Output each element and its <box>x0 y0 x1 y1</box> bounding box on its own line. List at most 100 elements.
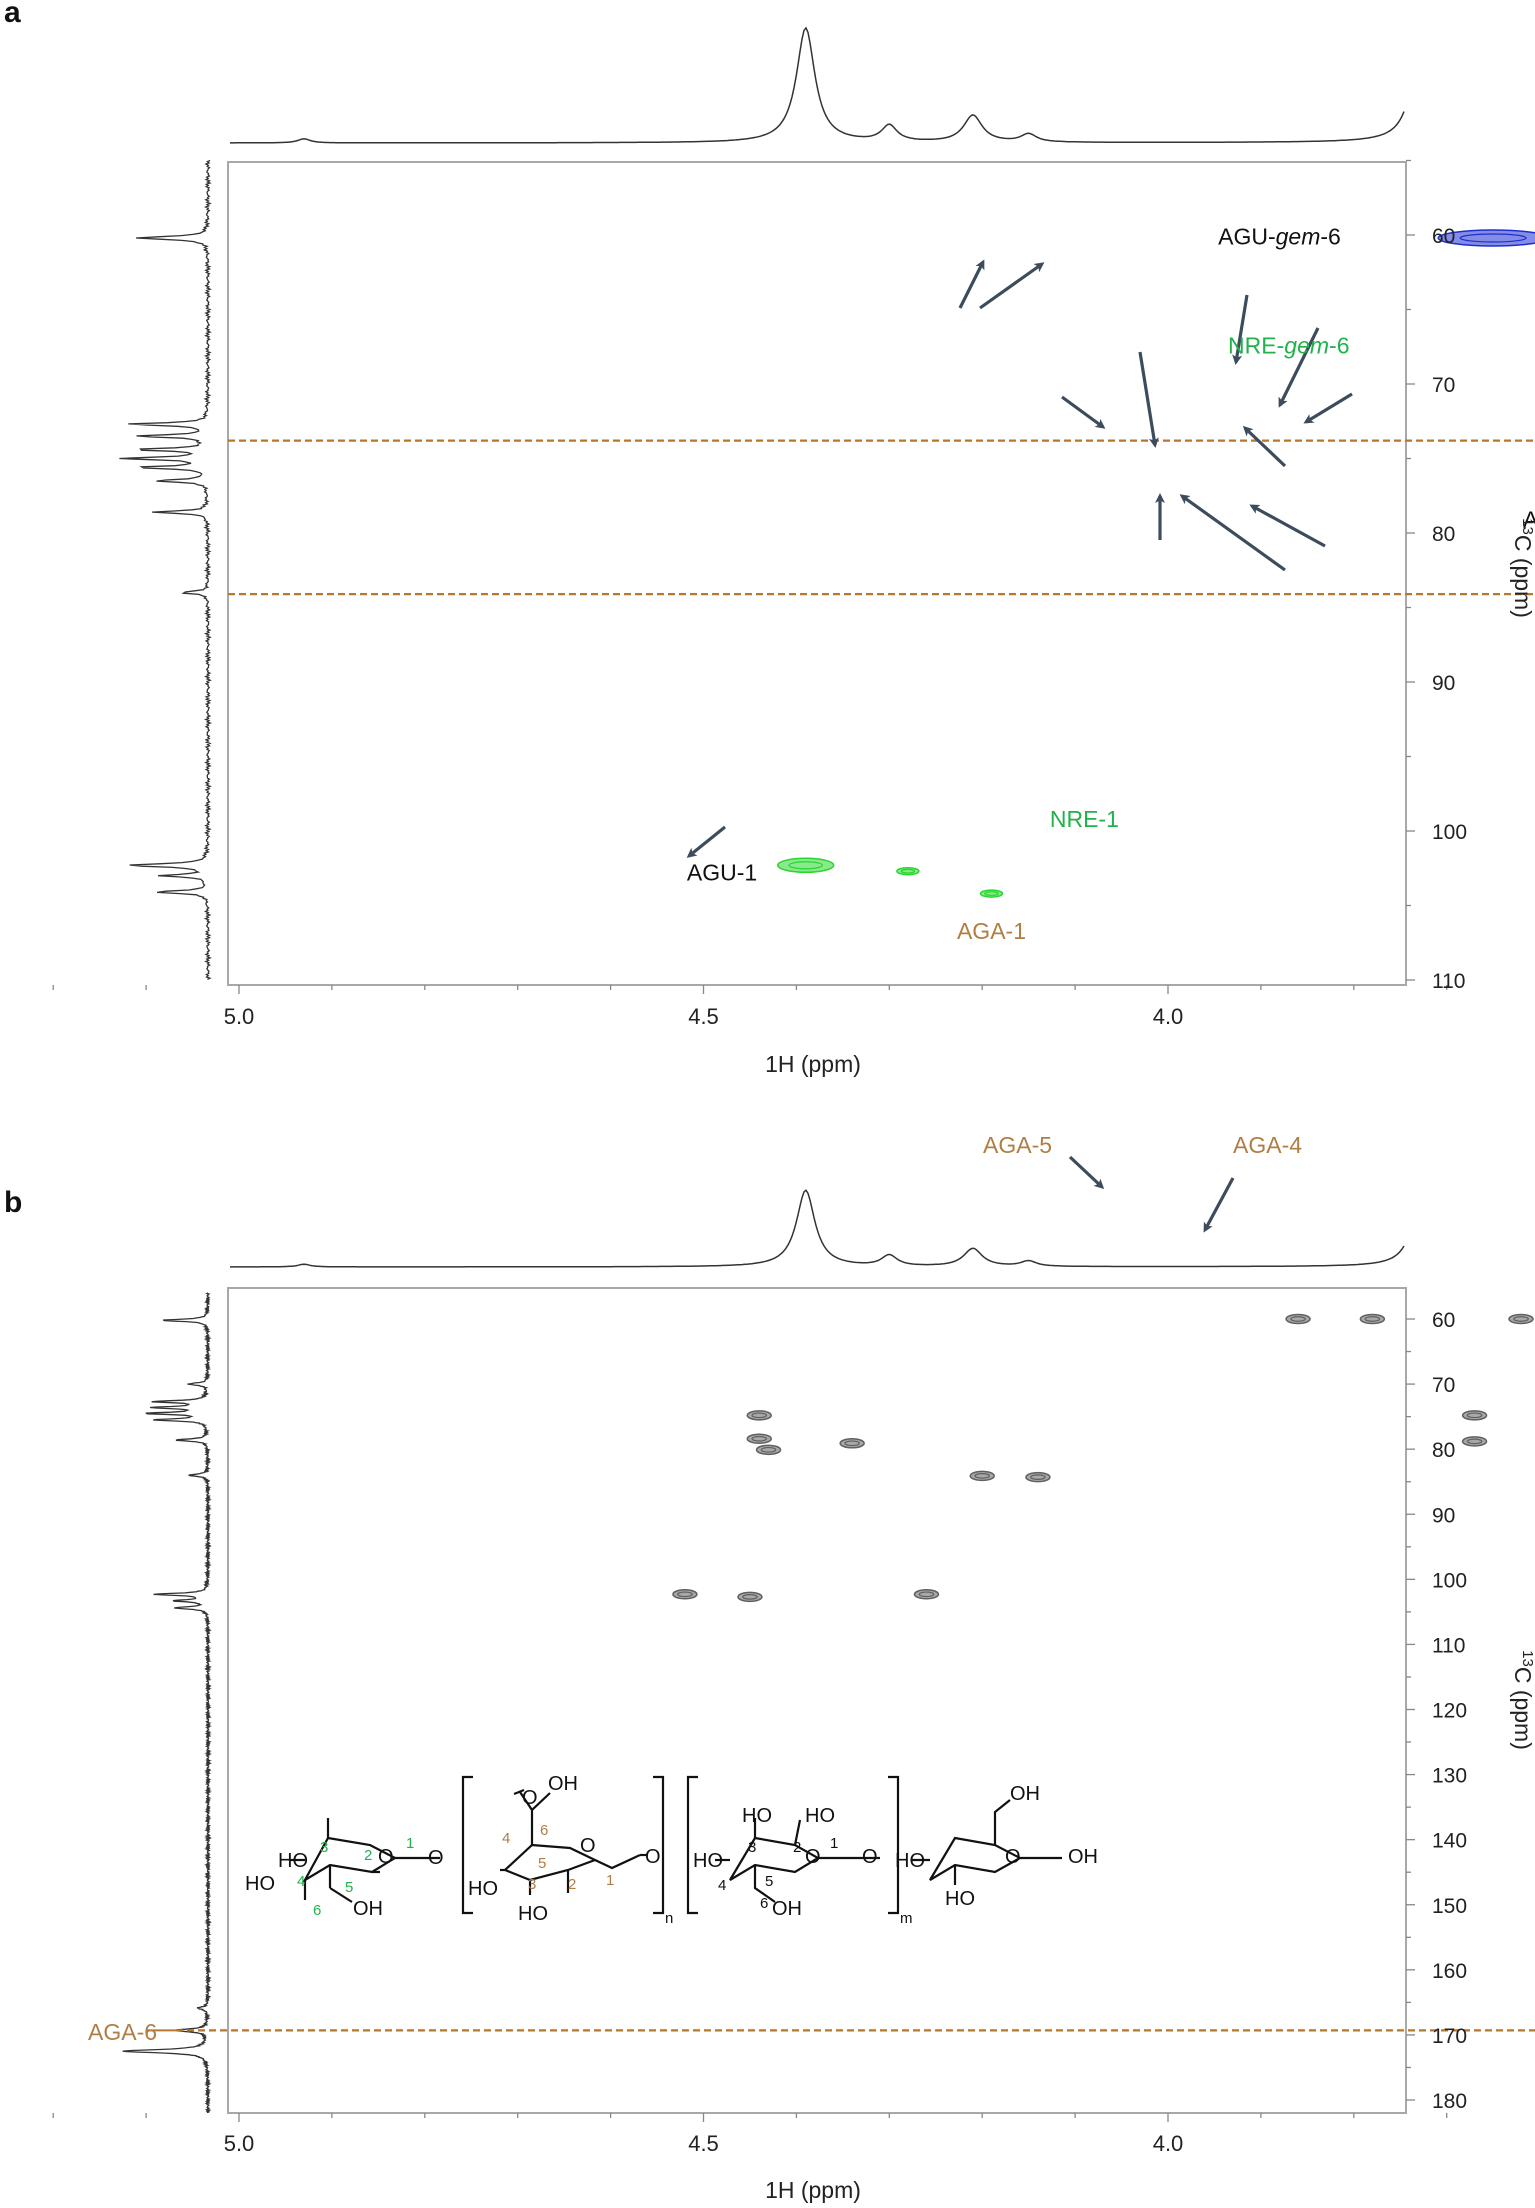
ring-agu <box>715 1818 860 1903</box>
structure-atom: 4 <box>502 1830 510 1847</box>
peak-gray <box>746 1433 772 1445</box>
structure-atom: 1 <box>606 1872 614 1889</box>
y-axis-label-sup-a: 13 <box>1519 518 1535 535</box>
structure-atom: OH <box>353 1898 383 1920</box>
arrow <box>1242 425 1287 468</box>
peak-blue <box>1437 229 1535 247</box>
y-tick-label: 60 <box>1432 1309 1455 1332</box>
structure-atom: 3 <box>748 1839 756 1856</box>
y-axis-label-sup-b: 13 <box>1519 1650 1535 1667</box>
structure-atom: 5 <box>345 1879 353 1896</box>
x-tick-label: 5.0 <box>224 1004 255 1029</box>
peak-gray <box>746 1410 772 1421</box>
y-axis-label-b: 13C (ppm) <box>1510 1650 1535 1750</box>
structure-atom: 2 <box>568 1876 576 1893</box>
y-tick-label: 100 <box>1432 821 1467 844</box>
y-tick-label: 80 <box>1432 1439 1455 1462</box>
peak-label: AGU-1 <box>687 860 757 886</box>
bracket-m-left <box>686 1775 698 1915</box>
peak-green <box>896 866 920 876</box>
aga-4-top-label: AGA-4 <box>1233 1132 1302 1158</box>
arrow <box>1068 1155 1105 1190</box>
structure-atom: 5 <box>765 1873 773 1890</box>
structure-atom: O <box>378 1846 394 1868</box>
arrows-a <box>686 259 1353 858</box>
ring-aga <box>500 1788 641 1895</box>
structure-atom: 5 <box>538 1855 546 1872</box>
structure-atom: 4 <box>297 1873 305 1890</box>
peak-gray <box>969 1470 995 1482</box>
ring-nre <box>290 1818 412 1903</box>
peak-gray <box>839 1438 865 1449</box>
peak-gray <box>755 1444 782 1456</box>
structure-atom: 1 <box>406 1835 414 1852</box>
arrow <box>958 259 985 309</box>
y-tick-label: 90 <box>1432 1504 1455 1527</box>
top-1d-spectrum-a <box>230 26 1405 144</box>
peak-gray <box>1508 1313 1534 1325</box>
peak-gray <box>1461 1410 1488 1421</box>
arrow <box>1303 392 1353 424</box>
arrow <box>979 262 1045 310</box>
x-axis-label-a: 1H (ppm) <box>765 1051 861 1077</box>
y-tick-label: 110 <box>1432 1634 1465 1657</box>
structure-atom: HO <box>693 1850 723 1872</box>
arrow <box>1203 1177 1235 1233</box>
peak-label: AGU-gem-6 <box>1218 223 1341 249</box>
y-tick-label: 110 <box>1432 970 1465 993</box>
structure-atom: O <box>522 1787 538 1809</box>
structure-atom: 2 <box>793 1839 801 1856</box>
panel-b: 5.04.54.03.53.0 607080901001101201301401… <box>52 1132 1535 2203</box>
ring-reducing <box>912 1799 1062 1885</box>
structure-atom: OH <box>1010 1783 1040 1805</box>
top-1d-spectrum-b <box>230 1189 1405 1268</box>
peak-green <box>776 857 835 874</box>
x-tick-label: 5.0 <box>224 2131 255 2156</box>
y-tick-label: 70 <box>1432 374 1455 397</box>
bracket-n-right <box>653 1775 665 1915</box>
panel-label-b: b <box>4 1186 22 1219</box>
aga-6-label: AGA-6 <box>88 2019 157 2045</box>
peak-labels-a: AGU-gem-6NRE-gem-6NRE-4AGA-2AGU-5NRE-2AG… <box>687 223 1535 943</box>
structure-atom: OH <box>1068 1846 1098 1868</box>
y-tick-label: 170 <box>1432 2025 1467 2048</box>
structure-atom: HO <box>518 1903 548 1925</box>
arrow <box>1278 327 1320 408</box>
x-axis-a: 5.04.54.03.53.0 <box>52 985 1448 1029</box>
structure-atom: 3 <box>528 1876 536 1893</box>
structure-atom: 2 <box>364 1847 372 1864</box>
structure-atom: 6 <box>313 1902 321 1919</box>
peak-gray <box>913 1589 940 1600</box>
y-tick-label: 100 <box>1432 1569 1467 1592</box>
peak-gray <box>1025 1471 1051 1483</box>
arrow <box>1138 351 1159 448</box>
bracket-n-left <box>461 1775 473 1915</box>
peak-gray <box>672 1589 698 1600</box>
arrow <box>1061 395 1106 429</box>
y-tick-label: 80 <box>1432 523 1455 546</box>
left-1d-spectrum-a <box>119 159 213 980</box>
structure-atom: 1 <box>830 1835 838 1852</box>
structure-atom: O <box>1005 1846 1021 1868</box>
structure-atom: 6 <box>540 1822 548 1839</box>
plot-frame-b <box>227 1287 1407 2114</box>
arrow <box>1249 504 1326 548</box>
y-tick-label: 120 <box>1432 1700 1467 1723</box>
structure-atom: O <box>580 1835 596 1857</box>
y-axis-label-a: 13C (ppm) <box>1510 518 1535 618</box>
panel-a: AGU-gem-6NRE-gem-6NRE-4AGA-2AGU-5NRE-2AG… <box>52 26 1535 1077</box>
panel-label-a: a <box>4 0 21 29</box>
y-tick-label: 60 <box>1432 225 1455 248</box>
structure-atom: 3 <box>320 1839 328 1856</box>
peak-label: AGA-1 <box>957 918 1026 944</box>
peak-label: AGU-4 <box>1523 507 1535 533</box>
peak-gray <box>1359 1313 1386 1325</box>
structure-atom: O <box>428 1847 444 1869</box>
peak-green <box>979 889 1004 898</box>
y-tick-label: 150 <box>1432 1895 1467 1918</box>
x-tick-label: 4.0 <box>1153 2131 1184 2156</box>
structure-atom: HO <box>945 1888 975 1910</box>
left-1d-spectrum-b <box>122 1292 213 2114</box>
